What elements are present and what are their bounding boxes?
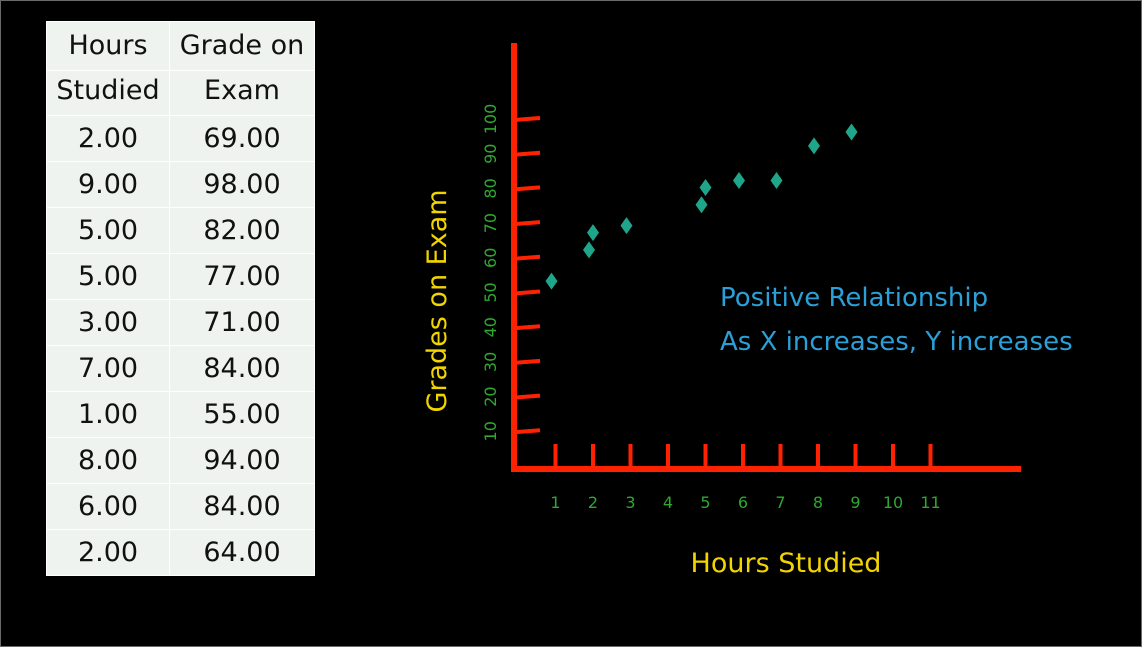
y-tick-marks bbox=[513, 116, 541, 435]
y-tick-labels: 10 20 30 40 50 60 70 80 90 100 bbox=[481, 104, 500, 442]
hours-cell: 6.00 bbox=[46, 483, 170, 530]
x-tick-label: 2 bbox=[588, 493, 598, 512]
x-tick-label: 5 bbox=[700, 493, 710, 512]
hours-cell: 8.00 bbox=[46, 437, 170, 484]
y-tick-label: 70 bbox=[481, 213, 500, 233]
y-tick bbox=[513, 220, 541, 227]
annotation-line-2: As X increases, Y increases bbox=[720, 327, 1073, 357]
data-table: Hours Grade on Studied Exam 2.00 69.00 9.… bbox=[46, 21, 315, 576]
table-row: 6.00 84.00 bbox=[46, 483, 315, 530]
data-point bbox=[808, 137, 820, 155]
y-tick-label: 80 bbox=[481, 178, 500, 198]
grade-cell: 94.00 bbox=[169, 437, 315, 484]
data-point bbox=[545, 272, 558, 290]
hours-cell: 5.00 bbox=[46, 253, 170, 300]
data-point bbox=[699, 178, 712, 196]
table-row: 3.00 71.00 bbox=[46, 299, 315, 346]
grade-cell: 98.00 bbox=[169, 161, 315, 208]
y-tick-label: 20 bbox=[481, 386, 500, 406]
data-point bbox=[845, 123, 858, 141]
grade-cell: 69.00 bbox=[169, 115, 315, 162]
data-point bbox=[620, 217, 633, 235]
table-row: 1.00 55.00 bbox=[46, 391, 315, 438]
y-axis-title: Grades on Exam bbox=[422, 189, 453, 412]
y-tick bbox=[513, 428, 541, 435]
table-row: 5.00 77.00 bbox=[46, 253, 315, 300]
y-tick bbox=[513, 150, 541, 157]
x-tick-label: 8 bbox=[813, 493, 823, 512]
table-row: 7.00 84.00 bbox=[46, 345, 315, 392]
y-tick-label: 90 bbox=[481, 144, 500, 164]
y-tick bbox=[513, 393, 541, 400]
x-tick-label: 10 bbox=[883, 493, 903, 512]
data-point bbox=[587, 224, 599, 242]
grade-cell: 82.00 bbox=[169, 207, 315, 254]
y-tick-label: 40 bbox=[481, 317, 500, 337]
hours-cell: 9.00 bbox=[46, 161, 170, 208]
y-tick-label: 50 bbox=[481, 282, 500, 302]
header-cell: Exam bbox=[169, 70, 315, 116]
hours-cell: 2.00 bbox=[46, 529, 170, 576]
x-tick-marks bbox=[553, 444, 933, 469]
y-tick-label: 10 bbox=[481, 421, 500, 441]
table-row: 8.00 94.00 bbox=[46, 437, 315, 484]
data-points bbox=[545, 123, 858, 290]
header-cell: Studied bbox=[46, 70, 170, 116]
y-tick bbox=[513, 254, 541, 261]
table-row: 2.00 69.00 bbox=[46, 115, 315, 162]
table-row: 5.00 82.00 bbox=[46, 207, 315, 254]
hours-cell: 3.00 bbox=[46, 299, 170, 346]
y-tick bbox=[513, 289, 541, 296]
x-tick-label: 6 bbox=[738, 493, 748, 512]
grade-cell: 84.00 bbox=[169, 483, 315, 530]
y-tick-label: 60 bbox=[481, 248, 500, 268]
grade-cell: 84.00 bbox=[169, 345, 315, 392]
data-point bbox=[733, 172, 745, 190]
x-tick-label: 7 bbox=[775, 493, 785, 512]
x-tick-label: 3 bbox=[625, 493, 635, 512]
y-tick-label: 100 bbox=[481, 104, 500, 135]
y-tick bbox=[513, 185, 541, 192]
annotation-line-1: Positive Relationship bbox=[720, 283, 989, 313]
grade-cell: 64.00 bbox=[169, 529, 315, 576]
data-point bbox=[695, 196, 708, 214]
grade-cell: 55.00 bbox=[169, 391, 315, 438]
data-point bbox=[770, 172, 783, 190]
y-tick bbox=[513, 324, 541, 331]
y-tick bbox=[513, 116, 541, 122]
grade-cell: 77.00 bbox=[169, 253, 315, 300]
hours-cell: 5.00 bbox=[46, 207, 170, 254]
x-tick-labels: 1 2 3 4 5 6 7 8 9 10 11 bbox=[550, 493, 940, 512]
x-tick-label: 1 bbox=[550, 493, 560, 512]
y-tick bbox=[513, 358, 541, 365]
hours-cell: 7.00 bbox=[46, 345, 170, 392]
x-tick-label: 4 bbox=[663, 493, 673, 512]
x-axis-title: Hours Studied bbox=[691, 548, 882, 579]
table-row: 9.00 98.00 bbox=[46, 161, 315, 208]
hours-cell: 2.00 bbox=[46, 115, 170, 162]
data-point bbox=[583, 241, 595, 259]
table-row: 2.00 64.00 bbox=[46, 529, 315, 576]
x-tick-label: 9 bbox=[850, 493, 860, 512]
y-tick-label: 30 bbox=[481, 352, 500, 372]
x-tick-label: 11 bbox=[920, 493, 940, 512]
table-header-row: Studied Exam bbox=[46, 70, 315, 116]
